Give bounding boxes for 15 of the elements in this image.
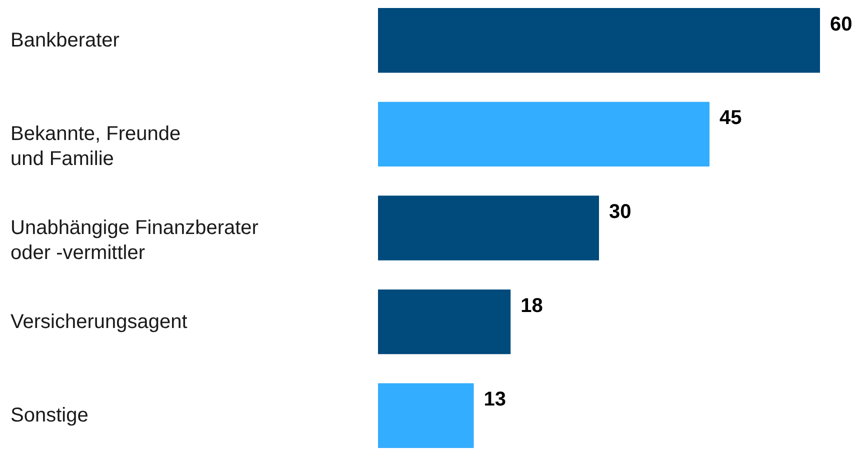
y-tick-label: Bekannte, Freunde und Familie (10, 123, 181, 170)
data-label: 18 (520, 294, 543, 317)
data-label: 60 (830, 13, 852, 36)
data-label: 45 (720, 107, 742, 130)
y-tick-label: Versicherungsagent (10, 310, 188, 333)
y-tick-label: Bankberater (10, 29, 120, 52)
y-tick-label: Unabhängige Finanzberater oder -vermittler (10, 217, 259, 264)
y-tick-label: Sonstige (10, 404, 88, 427)
data-label: 30 (609, 201, 632, 223)
bar (378, 196, 599, 260)
bar (378, 102, 710, 167)
data-label: 13 (484, 388, 506, 411)
bar (378, 383, 474, 448)
bar (378, 8, 820, 73)
bar (378, 289, 511, 354)
